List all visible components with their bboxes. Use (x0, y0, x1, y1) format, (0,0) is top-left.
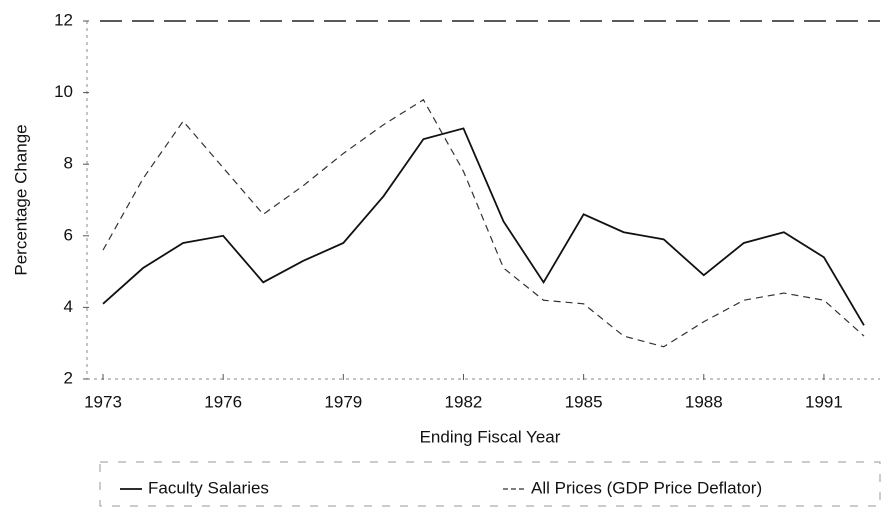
x-axis-label: Ending Fiscal Year (420, 427, 561, 446)
series-line (102, 127, 865, 326)
y-axis-label: Percentage Change (11, 124, 30, 275)
x-tick-label: 1979 (324, 392, 362, 411)
x-tick-label: 1988 (685, 392, 723, 411)
x-tick-label: 1973 (84, 392, 122, 411)
series-line (102, 98, 865, 348)
y-tick-label: 2 (64, 368, 73, 387)
x-tick-label: 1976 (204, 392, 242, 411)
legend-label: All Prices (GDP Price Deflator) (531, 478, 762, 497)
x-tick-label: 1982 (445, 392, 483, 411)
y-tick-label: 6 (64, 225, 73, 244)
y-tick-label: 4 (64, 297, 73, 316)
y-tick-label: 10 (54, 82, 73, 101)
x-tick-label: 1985 (565, 392, 603, 411)
legend-label: Faculty Salaries (148, 478, 269, 497)
y-tick-label: 8 (64, 154, 73, 173)
legend-box (99, 461, 881, 507)
y-tick-label: 12 (54, 10, 73, 29)
x-tick-label: 1991 (805, 392, 843, 411)
